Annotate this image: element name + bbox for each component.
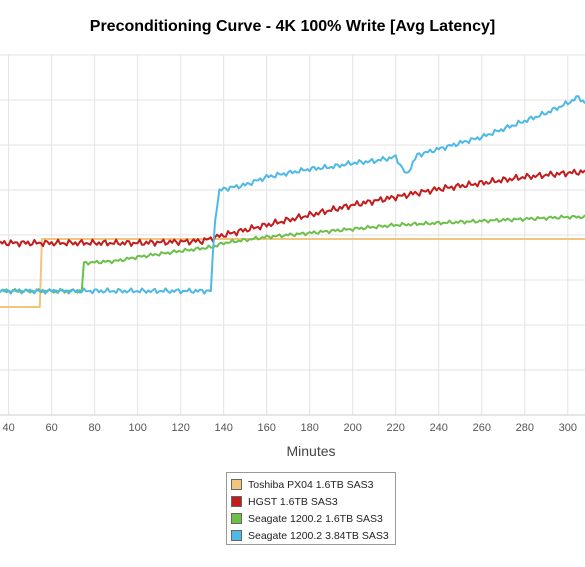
x-tick-label-7: 180 — [301, 422, 319, 434]
legend-label: Seagate 1200.2 3.84TB SAS3 — [248, 529, 389, 542]
x-tick-label-11: 260 — [473, 422, 491, 434]
legend-item-1[interactable]: HGST 1.6TB SAS3 — [231, 493, 395, 510]
grid-lines — [0, 54, 585, 416]
x-tick-label-1: 60 — [45, 422, 57, 434]
legend: Toshiba PX04 1.6TB SAS3 HGST 1.6TB SAS3 Se… — [226, 472, 396, 545]
legend-label: Seagate 1200.2 1.6TB SAS3 — [248, 512, 383, 525]
x-tick-label-4: 120 — [171, 422, 189, 434]
x-tick-label-13: 300 — [559, 422, 577, 434]
legend-swatch — [231, 496, 242, 507]
x-tick-label-8: 200 — [344, 422, 362, 434]
legend-swatch — [231, 513, 242, 524]
legend-label: HGST 1.6TB SAS3 — [248, 495, 338, 508]
x-tick-labels: 40 60 80 100 120 140 160 180 200 220 240 260 280 300 — [2, 422, 576, 434]
series-line-2 — [0, 214, 585, 294]
series-line-0 — [0, 238, 585, 308]
legend-swatch — [231, 530, 242, 541]
x-tick-label-6: 160 — [258, 422, 276, 434]
x-tick-label-12: 280 — [516, 422, 534, 434]
x-tick-label-10: 240 — [430, 422, 448, 434]
x-axis-title: Minutes — [286, 443, 335, 459]
legend-label: Toshiba PX04 1.6TB SAS3 — [248, 478, 374, 491]
x-tick-label-2: 80 — [89, 422, 101, 434]
series-line-1 — [0, 168, 585, 248]
x-tick-label-0: 40 — [2, 422, 14, 434]
series-lines — [0, 95, 585, 308]
x-tick-label-9: 220 — [387, 422, 405, 434]
series-line-3 — [0, 95, 585, 295]
legend-item-0[interactable]: Toshiba PX04 1.6TB SAS3 — [231, 476, 395, 493]
chart-title: Preconditioning Curve - 4K 100% Write [A… — [89, 18, 496, 35]
legend-item-3[interactable]: Seagate 1200.2 3.84TB SAS3 — [231, 527, 395, 544]
x-tick-label-3: 100 — [128, 422, 146, 434]
x-tick-label-5: 140 — [214, 422, 232, 434]
legend-item-2[interactable]: Seagate 1200.2 1.6TB SAS3 — [231, 510, 395, 527]
legend-swatch — [231, 479, 242, 490]
